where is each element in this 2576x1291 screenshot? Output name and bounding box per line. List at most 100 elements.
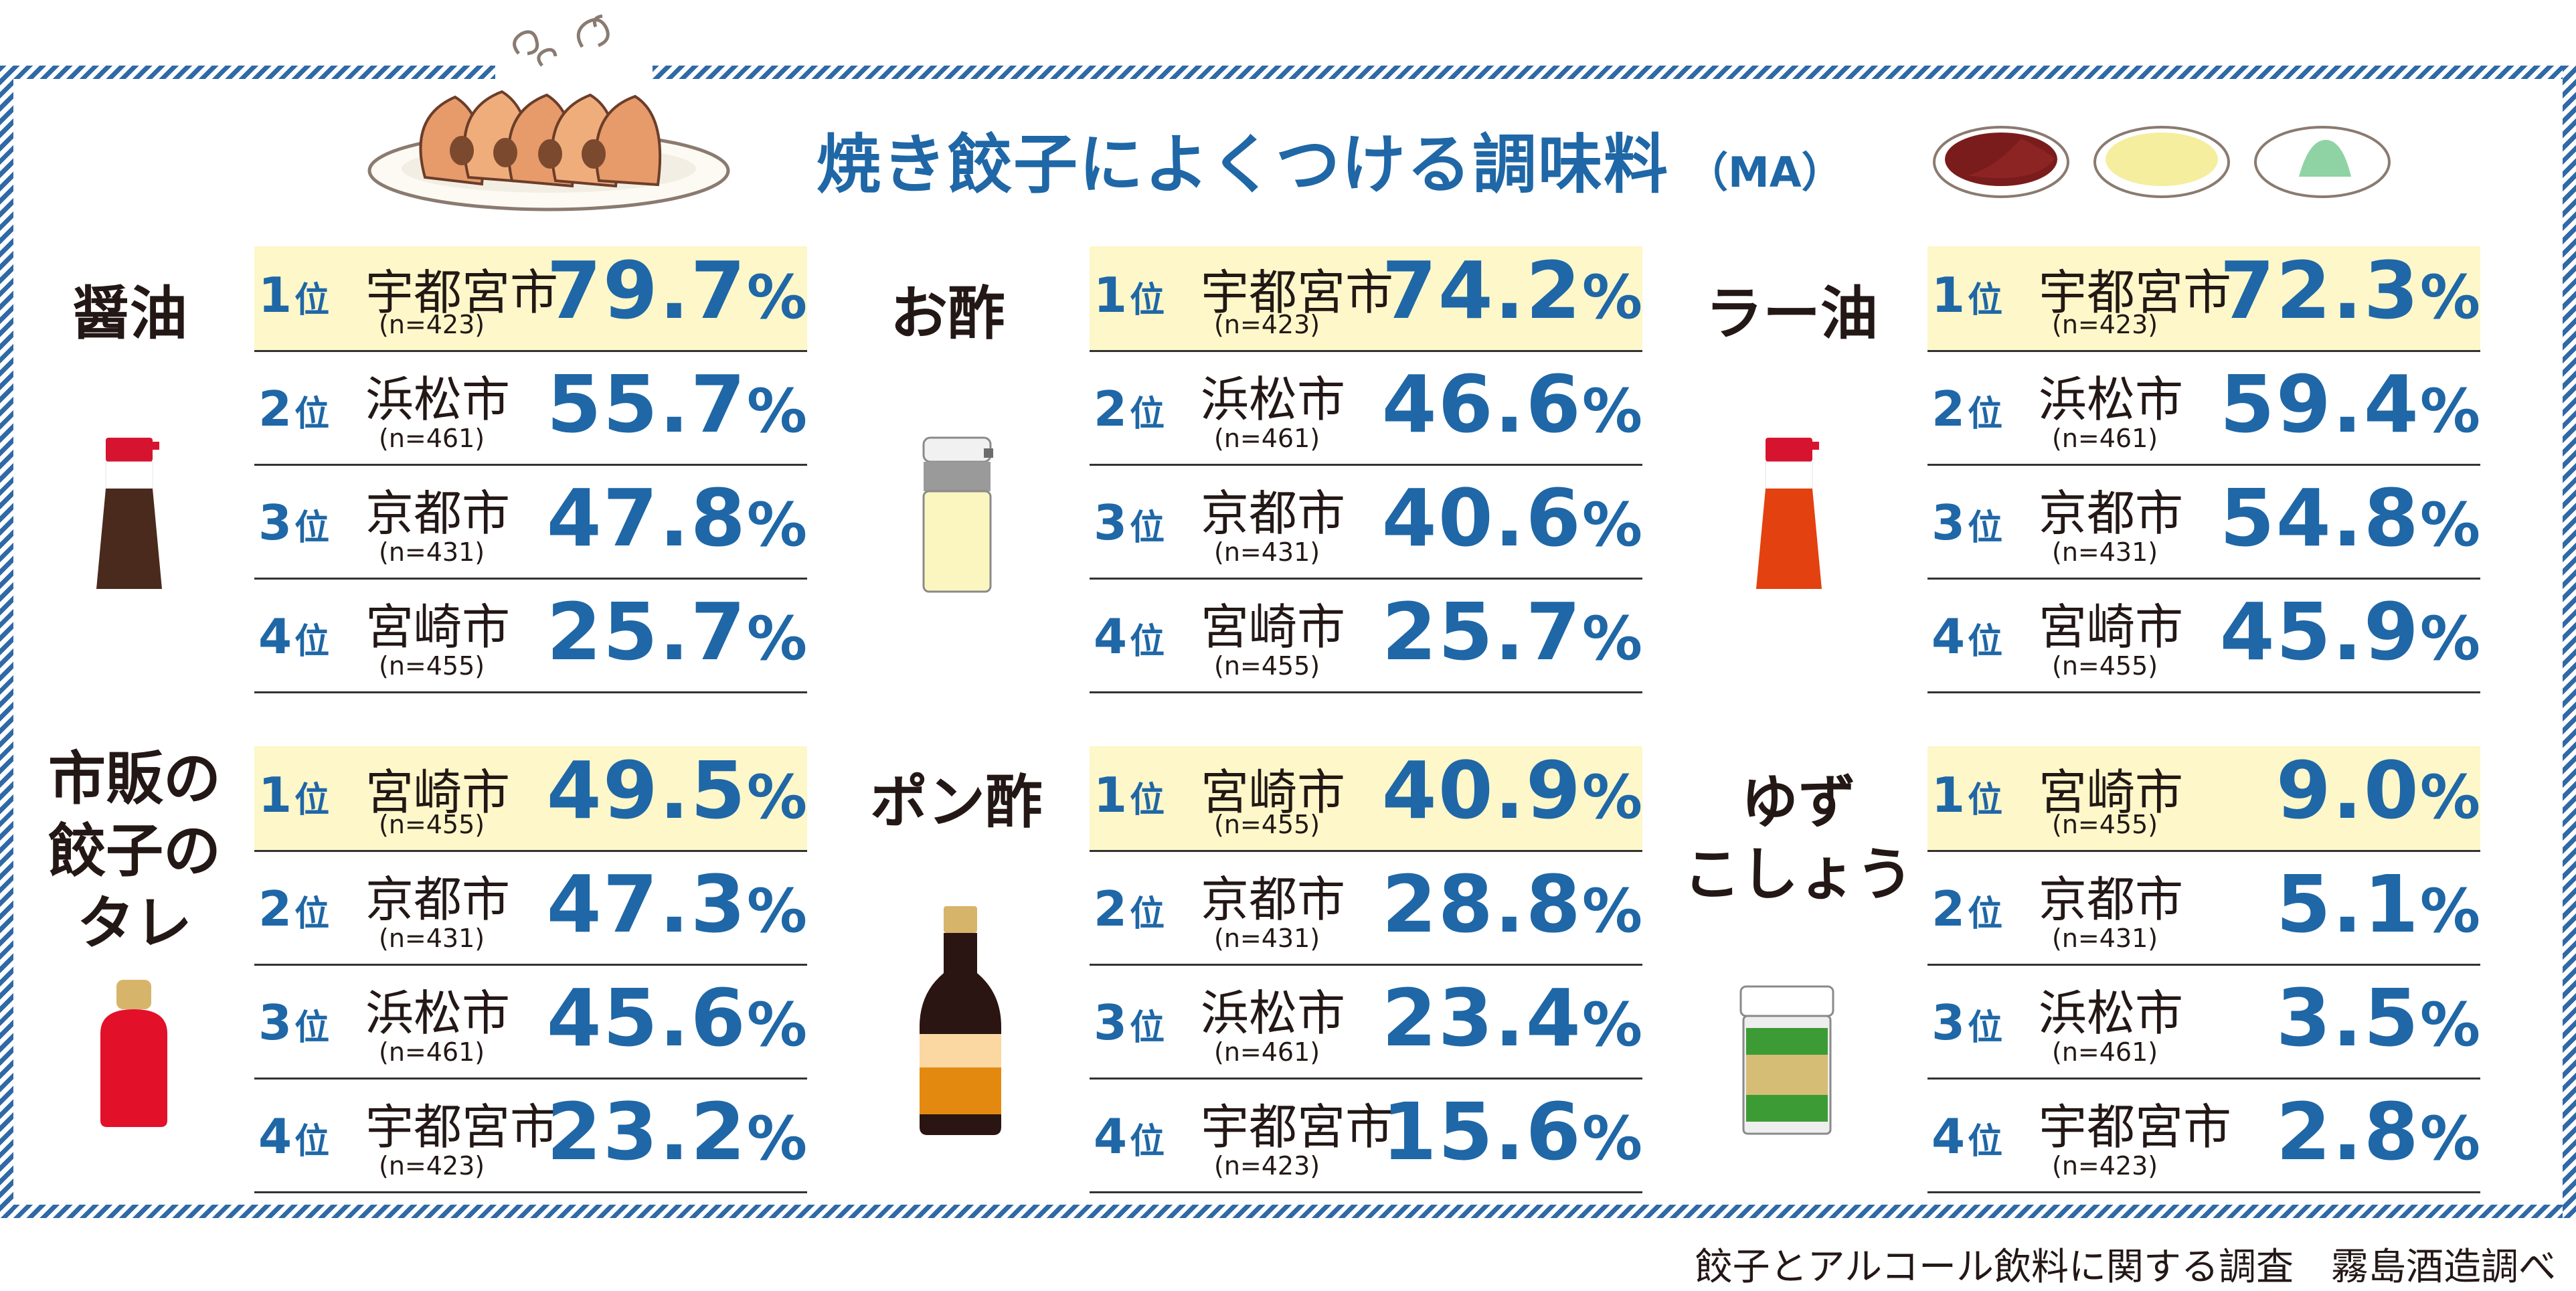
percentage-number: 59.4	[2219, 358, 2420, 450]
table-row: 3位 浜松市 (n=461) 3.5%	[1927, 966, 2480, 1080]
percentage-value: 54.8%	[2220, 472, 2480, 564]
sample-size: (n=455)	[2052, 651, 2158, 681]
rank-number: 1	[1094, 767, 1128, 823]
rank-suffix: 位	[294, 780, 330, 821]
rank-label: 1位	[1094, 767, 1165, 823]
percent-sign: %	[2419, 490, 2480, 560]
rank-label: 1位	[258, 767, 329, 823]
percentage-number: 25.7	[1381, 586, 1582, 678]
percentage-number: 46.6	[1381, 358, 1582, 450]
sample-size: (n=461)	[379, 1037, 485, 1067]
percentage-value: 28.8%	[1382, 858, 1642, 950]
table-row: 2位 京都市 (n=431) 28.8%	[1090, 852, 1642, 966]
rank-suffix: 位	[294, 894, 330, 934]
rank-label: 2位	[1094, 881, 1165, 937]
percentage-value: 40.9%	[1382, 744, 1642, 837]
city-name: 宇都宮市	[365, 1099, 559, 1155]
rank-suffix: 位	[294, 1008, 330, 1048]
city-name: 宇都宮市	[1201, 1099, 1394, 1155]
sample-size: (n=423)	[1214, 310, 1320, 339]
rank-label: 2位	[1931, 881, 2002, 937]
percent-sign: %	[2419, 876, 2480, 946]
rank-suffix: 位	[1968, 280, 2003, 321]
rank-label: 4位	[258, 1108, 329, 1165]
percentage-number: 2.8	[2276, 1086, 2420, 1178]
rank-suffix: 位	[1968, 1122, 2003, 1162]
city-name: 宇都宮市	[1201, 264, 1394, 321]
rank-suffix: 位	[294, 1122, 330, 1162]
rank-suffix: 位	[1968, 394, 2003, 434]
percent-sign: %	[1581, 990, 1642, 1060]
table-row: 3位 京都市 (n=431) 47.8%	[254, 466, 807, 580]
border-left	[0, 66, 13, 1218]
ranking-table-gyoza-sauce: 1位 宮崎市 (n=455) 49.5% 2位 京都市 (n=431) 47.3% 3位 浜松市(…	[254, 744, 807, 1193]
city-name: 浜松市	[1201, 371, 1346, 428]
rank-label: 3位	[1931, 495, 2002, 551]
rank-number: 2	[1931, 381, 1966, 437]
sample-size: (n=423)	[2052, 310, 2158, 339]
rank-suffix: 位	[1968, 1008, 2003, 1048]
city-name: 浜松市	[2039, 985, 2184, 1041]
category-label-line: ゆず	[1741, 769, 1856, 836]
city-name: 京都市	[365, 485, 511, 541]
percentage-value: 23.2%	[547, 1086, 807, 1178]
table-row: 2位 浜松市 (n=461) 55.7%	[254, 352, 807, 466]
rank-suffix: 位	[1968, 894, 2003, 934]
sample-size: (n=461)	[1214, 424, 1320, 453]
rank-suffix: 位	[1130, 1008, 1165, 1048]
rank-suffix: 位	[294, 622, 330, 662]
title-main: 焼き餃子によくつける調味料	[817, 127, 1669, 202]
percentage-value: 47.3%	[547, 858, 807, 950]
rank-label: 3位	[1094, 995, 1165, 1051]
category-label-line: 市販の	[48, 746, 221, 812]
category-label-gyoza-sauce: 市販の 餃子の タレ	[48, 743, 221, 960]
rank-number: 3	[1094, 995, 1128, 1051]
rank-number: 3	[258, 995, 292, 1051]
percent-sign: %	[2419, 1104, 2480, 1174]
percentage-number: 25.7	[546, 586, 747, 678]
table-row: 4位 宇都宮市 (n=423) 15.6%	[1090, 1080, 1642, 1193]
percentage-value: 46.6%	[1382, 358, 1642, 450]
city-name: 宮崎市	[1201, 599, 1346, 655]
city-name: 浜松市	[1201, 985, 1346, 1041]
percentage-number: 45.6	[546, 972, 747, 1064]
table-row: 1位 宇都宮市 (n=423) 72.3%	[1927, 244, 2480, 352]
percentage-value: 45.6%	[547, 972, 807, 1064]
category-label-line: 餃子の	[48, 818, 221, 885]
percentage-value: 25.7%	[1382, 586, 1642, 678]
sample-size: (n=423)	[2052, 1151, 2158, 1181]
sample-size: (n=431)	[2052, 537, 2158, 567]
sample-size: (n=461)	[2052, 424, 2158, 453]
category-label-chili-oil: ラー油	[1705, 278, 1878, 350]
percentage-value: 47.8%	[547, 472, 807, 564]
source-note: 餃子とアルコール飲料に関する調査 霧島酒造調べ	[1695, 1245, 2556, 1289]
table-row: 1位 宮崎市 (n=455) 9.0%	[1927, 744, 2480, 852]
percentage-number: 40.9	[1381, 744, 1582, 837]
percentage-value: 40.6%	[1382, 472, 1642, 564]
percentage-number: 49.5	[546, 744, 747, 837]
percent-sign: %	[746, 876, 807, 946]
ranking-table-yuzu-kosho: 1位 宮崎市 (n=455) 9.0% 2位 京都市 (n=431) 5.1% 3位 浜松市 (n=…	[1927, 744, 2480, 1193]
rank-number: 1	[258, 267, 292, 323]
rank-label: 3位	[1931, 995, 2002, 1051]
ranking-table-soy-sauce: 1位 宇都宮市 (n=423) 79.7% 2位 浜松市 (n=461) 55.7% 3位 京都市…	[254, 244, 807, 693]
sample-size: (n=431)	[379, 924, 485, 953]
table-row: 2位 京都市 (n=431) 5.1%	[1927, 852, 2480, 966]
percent-sign: %	[1581, 604, 1642, 674]
sauce-dishes-illustration	[1933, 126, 2391, 198]
percentage-number: 79.7	[546, 244, 747, 337]
table-row: 4位 宮崎市 (n=455) 25.7%	[254, 580, 807, 693]
table-row: 4位 宮崎市 (n=455) 45.9%	[1927, 580, 2480, 693]
percentage-number: 54.8	[2219, 472, 2420, 564]
percentage-value: 15.6%	[1382, 1086, 1642, 1178]
rank-label: 3位	[258, 495, 329, 551]
rank-label: 4位	[1931, 608, 2002, 665]
percentage-value: 72.3%	[2220, 244, 2480, 337]
rank-label: 2位	[1931, 381, 2002, 437]
sample-size: (n=455)	[2052, 810, 2158, 839]
border-top-left	[0, 66, 495, 79]
percentage-number: 3.5	[2276, 972, 2420, 1064]
city-name: 京都市	[2039, 871, 2184, 928]
percentage-number: 15.6	[1381, 1086, 1582, 1178]
rank-suffix: 位	[1130, 1122, 1165, 1162]
